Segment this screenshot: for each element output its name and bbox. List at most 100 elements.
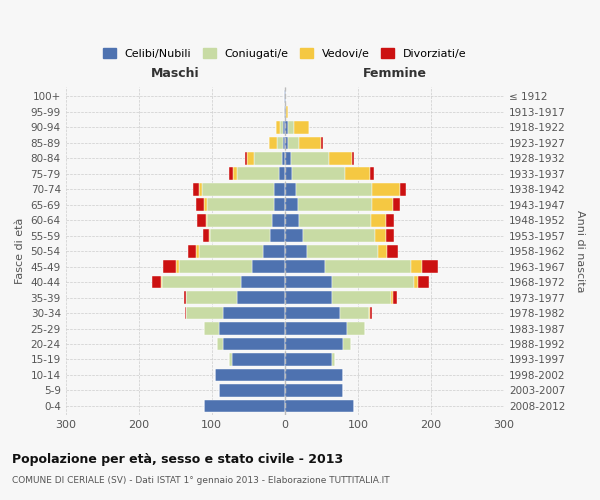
Bar xyxy=(205,322,219,335)
Bar xyxy=(386,230,394,242)
Bar xyxy=(229,168,233,180)
Bar xyxy=(285,276,332,288)
Bar xyxy=(196,198,204,211)
Bar xyxy=(199,245,263,258)
Bar xyxy=(343,338,350,350)
Bar xyxy=(277,136,283,149)
Bar xyxy=(204,198,206,211)
Bar xyxy=(209,230,210,242)
Bar xyxy=(345,168,370,180)
Bar xyxy=(332,276,414,288)
Bar xyxy=(373,198,393,211)
Bar xyxy=(303,230,374,242)
Bar xyxy=(307,245,379,258)
Bar xyxy=(179,260,252,273)
Bar xyxy=(387,245,398,258)
Bar xyxy=(252,260,285,273)
Bar xyxy=(411,260,422,273)
Bar xyxy=(289,121,295,134)
Bar xyxy=(184,291,186,304)
Bar xyxy=(176,260,179,273)
Bar xyxy=(247,152,254,164)
Bar xyxy=(393,291,397,304)
Bar xyxy=(285,90,286,103)
Bar xyxy=(329,152,352,164)
Bar xyxy=(223,338,285,350)
Bar xyxy=(270,230,285,242)
Bar xyxy=(332,353,335,366)
Bar xyxy=(340,306,369,320)
Bar xyxy=(282,152,285,164)
Bar xyxy=(285,400,354,412)
Bar xyxy=(298,198,373,211)
Bar xyxy=(285,306,340,320)
Bar xyxy=(285,353,332,366)
Bar xyxy=(203,230,209,242)
Legend: Celibi/Nubili, Coniugati/e, Vedovi/e, Divorziati/e: Celibi/Nubili, Coniugati/e, Vedovi/e, Di… xyxy=(98,44,472,63)
Bar xyxy=(272,214,285,226)
Bar xyxy=(236,168,279,180)
Bar xyxy=(422,260,438,273)
Bar xyxy=(299,136,322,149)
Bar xyxy=(285,198,298,211)
Bar xyxy=(374,230,386,242)
Bar xyxy=(325,260,411,273)
Text: COMUNE DI CERIALE (SV) - Dati ISTAT 1° gennaio 2013 - Elaborazione TUTTITALIA.IT: COMUNE DI CERIALE (SV) - Dati ISTAT 1° g… xyxy=(12,476,389,485)
Bar xyxy=(379,245,387,258)
Bar xyxy=(219,322,285,335)
Y-axis label: Fasce di età: Fasce di età xyxy=(15,218,25,284)
Bar xyxy=(285,152,290,164)
Bar xyxy=(285,338,343,350)
Bar xyxy=(285,260,325,273)
Bar xyxy=(202,183,274,196)
Bar xyxy=(285,121,289,134)
Bar xyxy=(284,106,285,118)
Bar xyxy=(414,276,418,288)
Bar xyxy=(208,214,272,226)
Bar xyxy=(279,168,285,180)
Bar xyxy=(254,152,282,164)
Bar xyxy=(285,136,289,149)
Y-axis label: Anni di nascita: Anni di nascita xyxy=(575,210,585,292)
Bar xyxy=(229,353,232,366)
Bar xyxy=(241,276,285,288)
Bar xyxy=(186,306,223,320)
Bar xyxy=(199,183,202,196)
Bar xyxy=(163,260,176,273)
Bar xyxy=(238,291,285,304)
Bar xyxy=(285,322,347,335)
Bar xyxy=(245,152,247,164)
Bar xyxy=(286,106,289,118)
Bar xyxy=(370,306,372,320)
Bar xyxy=(418,276,429,288)
Bar xyxy=(215,368,285,382)
Bar xyxy=(263,245,285,258)
Bar xyxy=(285,214,299,226)
Bar xyxy=(289,136,299,149)
Bar xyxy=(400,183,406,196)
Bar xyxy=(352,152,354,164)
Bar xyxy=(285,291,332,304)
Text: Maschi: Maschi xyxy=(151,67,200,80)
Bar xyxy=(280,121,283,134)
Bar xyxy=(219,384,285,396)
Bar xyxy=(322,136,323,149)
Bar xyxy=(206,198,274,211)
Bar xyxy=(299,214,371,226)
Bar xyxy=(391,291,393,304)
Bar xyxy=(285,106,286,118)
Bar xyxy=(285,230,303,242)
Bar xyxy=(152,276,161,288)
Bar xyxy=(269,136,277,149)
Text: Popolazione per età, sesso e stato civile - 2013: Popolazione per età, sesso e stato civil… xyxy=(12,452,343,466)
Bar xyxy=(205,400,285,412)
Bar xyxy=(393,198,400,211)
Bar xyxy=(285,183,296,196)
Bar xyxy=(193,183,199,196)
Bar xyxy=(197,214,206,226)
Bar xyxy=(196,245,199,258)
Bar xyxy=(274,198,285,211)
Bar xyxy=(232,353,285,366)
Bar xyxy=(332,291,391,304)
Bar xyxy=(290,152,329,164)
